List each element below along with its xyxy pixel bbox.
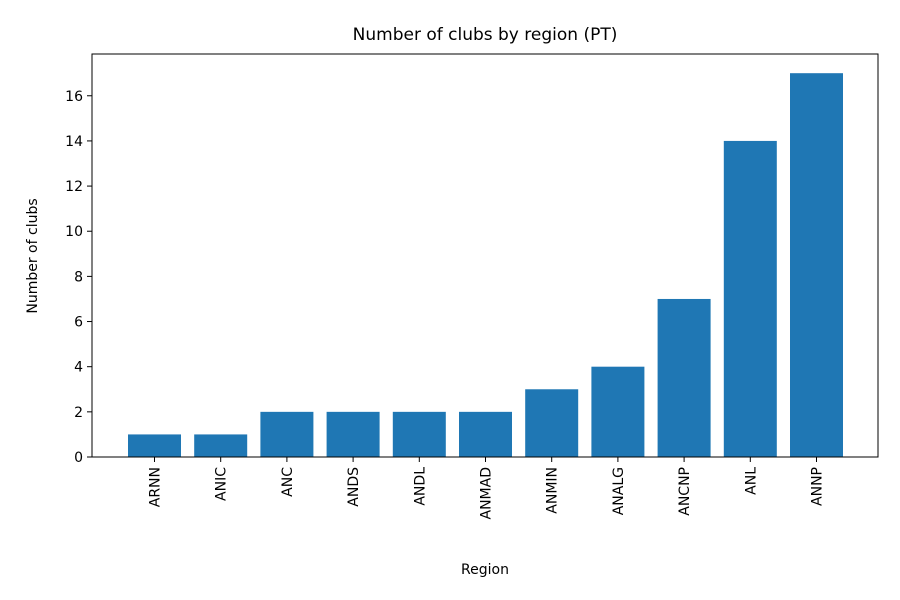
- bar-anmin: [525, 389, 579, 457]
- plot-frame: [91, 53, 879, 458]
- bar-anc: [260, 411, 314, 457]
- bar-ancnp: [657, 298, 711, 457]
- bar-ands: [326, 411, 380, 457]
- y-tick-label: 12: [65, 179, 83, 195]
- bar-anmad: [459, 411, 512, 457]
- x-tick-label: ANMIN: [545, 467, 561, 514]
- x-tick-label: ANNP: [810, 467, 826, 506]
- bar-andl: [392, 411, 446, 457]
- y-tick-label: 16: [65, 89, 83, 105]
- x-axis-label: Region: [461, 562, 509, 578]
- y-tick-label: 10: [65, 224, 83, 240]
- bar-analg: [591, 366, 645, 457]
- bar-anl: [723, 140, 777, 457]
- x-tick-label: ARNN: [148, 467, 164, 507]
- y-tick-label: 2: [74, 405, 83, 421]
- chart-title: Number of clubs by region (PT): [353, 25, 618, 45]
- bars-group: [128, 73, 843, 457]
- bar-annp: [790, 73, 843, 457]
- x-tick-label: ANMAD: [479, 467, 495, 520]
- x-tick-label: ANALG: [611, 467, 627, 515]
- x-axis: ARNN ANIC ANC ANDS ANDL ANMAD ANMIN ANALG ANCNP A…: [148, 457, 826, 520]
- x-tick-label: ANC: [280, 467, 296, 497]
- x-tick-label: ANIC: [214, 467, 230, 501]
- y-tick-label: 14: [65, 134, 83, 150]
- x-tick-label: ANCNP: [677, 467, 693, 516]
- y-axis: 0 2 4 6 8 10 12 14 16: [65, 89, 92, 466]
- bar-anic: [194, 434, 248, 457]
- x-tick-label: ANDS: [346, 467, 362, 507]
- x-tick-label: ANL: [743, 467, 759, 495]
- y-axis-label: Number of clubs: [25, 198, 41, 313]
- bar-arnn: [128, 434, 181, 457]
- y-tick-label: 6: [74, 315, 83, 331]
- x-tick-label: ANDL: [412, 467, 428, 506]
- y-tick-label: 4: [74, 360, 83, 376]
- y-tick-label: 0: [74, 450, 83, 466]
- y-tick-label: 8: [74, 269, 83, 285]
